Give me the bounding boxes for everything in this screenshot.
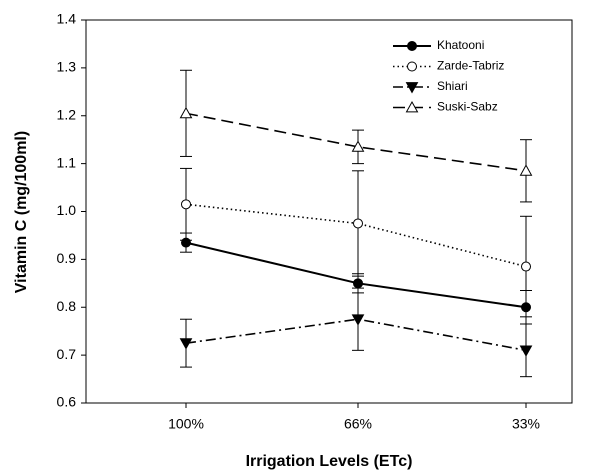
marker <box>519 345 533 357</box>
legend-marker <box>405 82 419 94</box>
plot-frame <box>85 19 573 404</box>
x-tick-label: 66% <box>344 416 372 432</box>
legend-label: Shiari <box>437 79 468 93</box>
y-tick-label: 0.6 <box>57 394 77 410</box>
series-line <box>185 318 527 352</box>
marker <box>179 338 193 350</box>
y-tick-label: 1.0 <box>57 202 77 218</box>
legend-marker <box>405 100 419 113</box>
y-tick-label: 0.9 <box>57 250 77 266</box>
y-tick-label: 1.4 <box>57 11 77 27</box>
legend-label: Suski-Sabz <box>437 100 498 114</box>
series-line <box>185 241 527 309</box>
marker <box>353 278 363 289</box>
x-tick-label: 100% <box>168 416 204 432</box>
legend-label: Zarde-Tabriz <box>437 59 504 73</box>
y-tick-label: 1.2 <box>57 106 77 122</box>
y-axis-title: Vitamin C (mg/100ml) <box>13 131 30 293</box>
y-tick-label: 0.7 <box>57 346 77 362</box>
series-line <box>185 112 527 172</box>
marker <box>519 164 533 176</box>
legend-marker <box>407 41 417 51</box>
marker <box>353 218 363 229</box>
x-tick-label: 33% <box>512 416 540 432</box>
series-line <box>185 203 527 268</box>
marker <box>521 261 531 272</box>
x-axis-title: Irrigation Levels (ETc) <box>246 453 413 470</box>
legend-label: Khatooni <box>437 38 484 52</box>
y-tick-label: 0.8 <box>57 298 77 314</box>
marker <box>351 140 365 152</box>
marker <box>179 106 193 119</box>
y-tick-label: 1.1 <box>57 154 77 170</box>
y-tick-label: 1.3 <box>57 59 77 75</box>
legend-marker <box>407 61 417 72</box>
marker <box>181 199 191 210</box>
marker <box>351 314 365 326</box>
